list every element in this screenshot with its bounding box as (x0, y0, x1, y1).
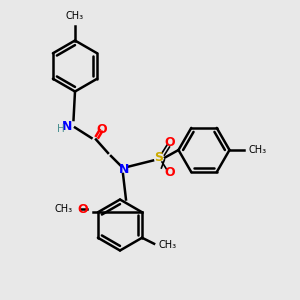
Text: CH₃: CH₃ (66, 11, 84, 21)
Text: O: O (78, 203, 88, 216)
Text: CH₃: CH₃ (249, 145, 267, 155)
Text: O: O (164, 166, 175, 179)
Text: O: O (97, 122, 107, 136)
Text: N: N (62, 119, 73, 133)
Text: S: S (154, 151, 164, 164)
Text: H: H (57, 124, 64, 134)
Text: N: N (119, 163, 130, 176)
Text: O: O (164, 136, 175, 149)
Text: CH₃: CH₃ (54, 204, 72, 214)
Text: CH₃: CH₃ (159, 240, 177, 250)
